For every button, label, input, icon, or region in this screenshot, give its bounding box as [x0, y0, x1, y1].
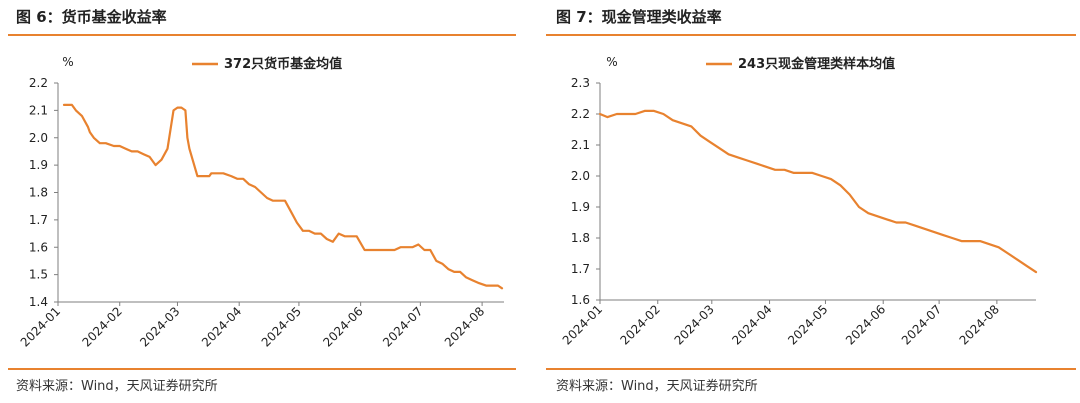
y-tick-label: 1.6	[29, 240, 48, 254]
y-tick-label: 2.0	[571, 169, 590, 183]
legend-label: 372只货币基金均值	[224, 56, 342, 72]
y-tick-label: 1.8	[571, 231, 590, 245]
y-tick-label: 2.0	[29, 131, 48, 145]
x-tick-label: 2024-02	[618, 302, 663, 347]
x-tick-label: 2024-02	[79, 304, 124, 349]
y-tick-label: 1.9	[571, 200, 590, 214]
x-tick-label: 2024-07	[899, 302, 944, 347]
y-unit-label: %	[62, 55, 73, 69]
y-tick-label: 1.6	[571, 293, 590, 307]
x-tick-label: 2024-03	[137, 304, 182, 349]
series-line	[598, 109, 1038, 274]
x-tick-label: 2024-04	[729, 302, 774, 347]
x-tick-label: 2024-01	[18, 304, 63, 349]
x-tick-label: 2024-05	[259, 304, 304, 349]
panel-title: 图 6：货币基金收益率	[16, 8, 167, 26]
y-unit-label: %	[606, 55, 617, 69]
x-tick-label: 2024-03	[672, 302, 717, 347]
x-tick-label: 2024-06	[843, 302, 888, 347]
y-tick-label: 2.1	[29, 103, 48, 117]
y-tick-label: 1.4	[29, 295, 48, 309]
legend-label: 243只现金管理类样本均值	[738, 56, 895, 72]
y-tick-label: 2.1	[571, 138, 590, 152]
y-tick-label: 1.8	[29, 186, 48, 200]
panel-title: 图 7：现金管理类收益率	[556, 8, 722, 26]
x-tick-label: 2024-05	[785, 302, 830, 347]
y-tick-label: 1.7	[571, 262, 590, 276]
y-tick-label: 1.7	[29, 213, 48, 227]
x-tick-label: 2024-07	[380, 304, 425, 349]
x-tick-label: 2024-08	[957, 302, 1002, 347]
y-tick-label: 1.5	[29, 268, 48, 282]
series-line	[62, 103, 504, 290]
x-tick-label: 2024-08	[442, 304, 487, 349]
y-tick-label: 2.2	[29, 76, 48, 90]
x-tick-label: 2024-01	[560, 302, 605, 347]
y-tick-label: 1.9	[29, 158, 48, 172]
x-tick-label: 2024-06	[320, 304, 365, 349]
source-note: 资料来源：Wind，天风证券研究所	[16, 378, 218, 394]
source-note: 资料来源：Wind，天风证券研究所	[556, 378, 758, 394]
x-tick-label: 2024-04	[199, 304, 244, 349]
y-tick-label: 2.3	[571, 76, 590, 90]
y-tick-label: 2.2	[571, 107, 590, 121]
